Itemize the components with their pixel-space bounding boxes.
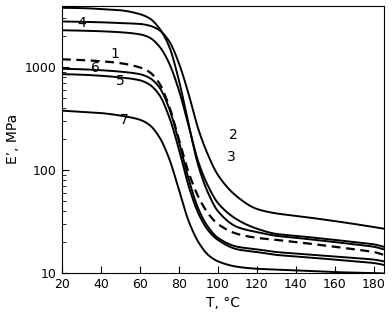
Text: 7: 7	[120, 113, 129, 127]
Text: 5: 5	[116, 74, 125, 88]
Text: 2: 2	[229, 128, 238, 142]
X-axis label: T, °C: T, °C	[206, 296, 240, 310]
Text: 1: 1	[110, 47, 119, 61]
Text: 4: 4	[77, 16, 86, 30]
Y-axis label: E’, MPa: E’, MPa	[5, 114, 20, 164]
Text: 6: 6	[91, 61, 100, 75]
Text: 3: 3	[227, 150, 236, 164]
